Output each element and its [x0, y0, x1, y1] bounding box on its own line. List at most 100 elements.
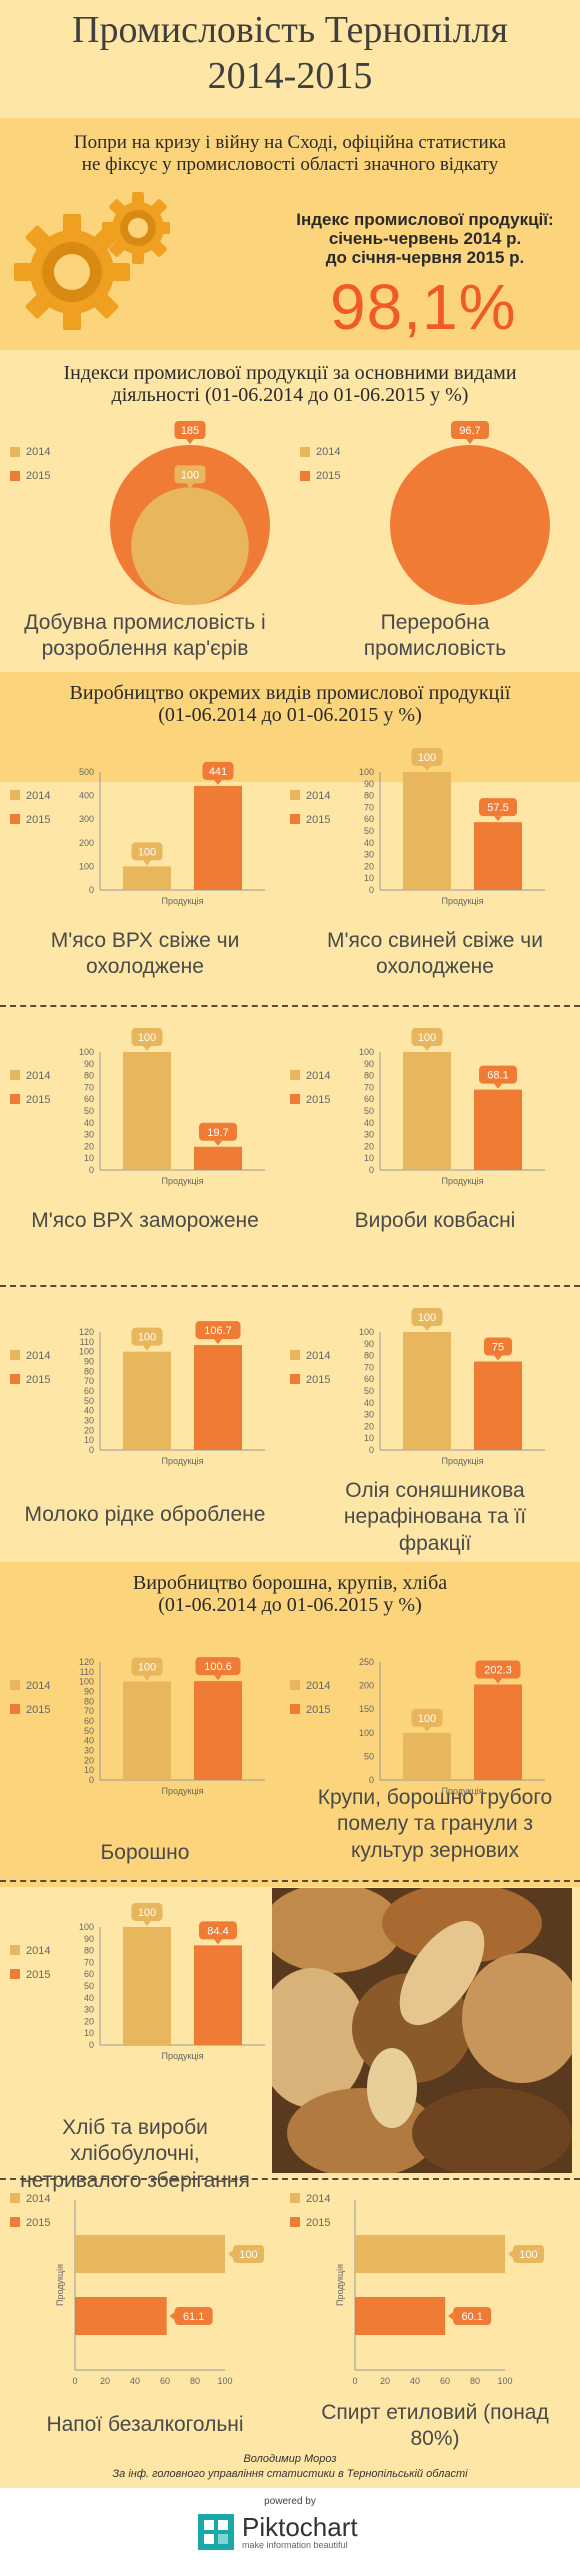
y-tick-label: 110 [80, 1667, 94, 1677]
bar-2015 [474, 822, 522, 890]
legend: 2014 2015 [10, 790, 50, 826]
x-axis-label: Продукція [162, 1176, 204, 1186]
bar-2015 [75, 2297, 167, 2335]
intro-band [0, 118, 580, 350]
data-label-2014: 100 [411, 748, 443, 771]
legend-label-2015: 2015 [26, 814, 50, 826]
caption-groats-line1: Крупи, борошно грубого [317, 1786, 553, 1809]
caption-mining-line1: Добувна промисловість і [24, 611, 266, 634]
y-tick-label: 70 [84, 1957, 94, 1967]
legend-swatch-2014 [290, 1350, 300, 1360]
y-tick-label: 40 [84, 1736, 94, 1746]
legend-swatch-2015 [10, 814, 20, 824]
legend-label-2014: 2014 [26, 2193, 50, 2205]
legend-label-2015: 2015 [306, 1704, 330, 1716]
caption-beef-frozen: М'ясо ВРХ заморожене [31, 1209, 259, 1232]
hbar-chart-ethanol: 2014 2015 0 20 40 60 80 100 Продукція 100 60.1 [290, 2193, 544, 2386]
section2-line1: Виробництво окремих видів промислової пр… [69, 682, 511, 704]
y-tick-label: 100 [79, 861, 94, 871]
pie-slice-2014 [131, 487, 249, 605]
x-tick-label: 60 [160, 2376, 170, 2386]
svg-text:68.1: 68.1 [487, 1070, 508, 1082]
y-tick-label: 20 [364, 861, 374, 871]
y-tick-label: 100 [359, 1327, 374, 1337]
bar-chart-groats: 2014 2015 0 50 100 150 200 250 100 202.3 Продукція [290, 1657, 545, 1796]
y-tick-label: 0 [89, 1445, 94, 1455]
page-title: Промисловість Тернопілля [72, 9, 508, 51]
y-tick-label: 0 [89, 2040, 94, 2050]
caption-processing-line2: промисловість [363, 637, 507, 661]
y-tick-label: 10 [84, 2028, 94, 2038]
legend-label-2015: 2015 [26, 2217, 50, 2229]
x-axis-label: Продукція [442, 1786, 484, 1796]
footer-source: За інф. головного управління статистики … [112, 2468, 468, 2480]
y-tick-label: 30 [84, 2005, 94, 2015]
y-tick-label: 80 [84, 1946, 94, 1956]
legend-swatch-2014 [10, 790, 20, 800]
y-tick-label: 90 [84, 1687, 94, 1697]
y-tick-label: 60 [84, 1969, 94, 1979]
y-tick-label: 100 [359, 1728, 374, 1738]
x-axis-label: Продукція [442, 1176, 484, 1186]
svg-text:19.7: 19.7 [207, 1127, 228, 1139]
legend-label-2014: 2014 [306, 1350, 330, 1362]
caption-bread-line1: Хліб та вироби [62, 2116, 208, 2139]
bar-chart-oil: 20142015010203040506070809010010075Проду… [290, 1308, 545, 1466]
y-tick-label: 60 [84, 1094, 94, 1104]
caption-mining-line2: розроблення кар'єрів [41, 637, 249, 661]
data-label-2014: 100 [131, 1327, 163, 1351]
y-tick-label: 500 [79, 767, 94, 777]
bread-photo [272, 1888, 572, 2173]
y-tick-label: 250 [359, 1657, 374, 1667]
section2-band [0, 672, 580, 782]
y-tick-label: 60 [84, 1716, 94, 1726]
caption-processing-line1: Переробна [380, 611, 490, 634]
bar-2015 [194, 785, 242, 890]
y-tick-label: 400 [79, 791, 94, 801]
y-tick-label: 40 [364, 1118, 374, 1128]
legend-swatch-2015 [10, 1969, 20, 1979]
caption-pork-fresh: М'ясо свиней свіже чи охолоджене [290, 928, 580, 981]
data-label-2014: 100 [411, 1308, 443, 1331]
legend: 2014 2015 [10, 1350, 50, 1386]
legend-label-2014: 2014 [26, 1350, 50, 1362]
legend-swatch-2015 [10, 1704, 20, 1714]
section1-line1: Індекси промислової продукції за основни… [63, 362, 517, 384]
piktochart-logo[interactable]: Piktochart make information beautiful [196, 2512, 358, 2552]
x-axis-label: Продукція [442, 896, 484, 906]
y-tick-label: 0 [89, 1775, 94, 1785]
y-tick-label: 300 [79, 814, 94, 824]
y-tick-label: 100 [79, 1347, 94, 1357]
caption-groats-line3: культур зернових [350, 1838, 520, 1862]
piktochart-logo-icon [198, 2514, 234, 2550]
data-label-2014: 100 [131, 1657, 163, 1681]
y-tick-label: 50 [364, 1386, 374, 1396]
svg-text:100: 100 [181, 469, 199, 481]
legend-label-2015: 2015 [26, 1374, 50, 1386]
y-tick-label: 90 [84, 1357, 94, 1367]
legend: 2014 2015 [10, 1070, 50, 1106]
x-tick-label: 40 [410, 2376, 420, 2386]
divider [0, 1005, 580, 1007]
divider [0, 1285, 580, 1287]
legend-swatch-2014 [290, 1680, 300, 1690]
bar-2015 [355, 2297, 446, 2335]
index-label: Індекс промислової продукції: січень-чер… [280, 210, 570, 267]
y-tick-label: 60 [84, 1386, 94, 1396]
svg-text:441: 441 [209, 766, 227, 778]
data-label-2015: 61.1 [169, 2307, 213, 2325]
y-tick-label: 50 [84, 1396, 94, 1406]
y-tick-label: 70 [364, 1082, 374, 1092]
legend-label-2015: 2015 [26, 1094, 50, 1106]
svg-text:100: 100 [418, 1312, 436, 1324]
y-tick-label: 150 [359, 1704, 374, 1714]
index-value: 98,1% [330, 271, 517, 343]
bar-2014 [403, 1052, 451, 1170]
y-tick-label: 110 [80, 1337, 94, 1347]
data-label-2015: 84.4 [199, 1921, 237, 1945]
piktochart-brand: Piktochart [242, 2512, 358, 2542]
y-tick-label: 0 [89, 885, 94, 895]
legend-label-2014: 2014 [306, 1680, 330, 1692]
y-tick-label: 100 [79, 1922, 94, 1932]
